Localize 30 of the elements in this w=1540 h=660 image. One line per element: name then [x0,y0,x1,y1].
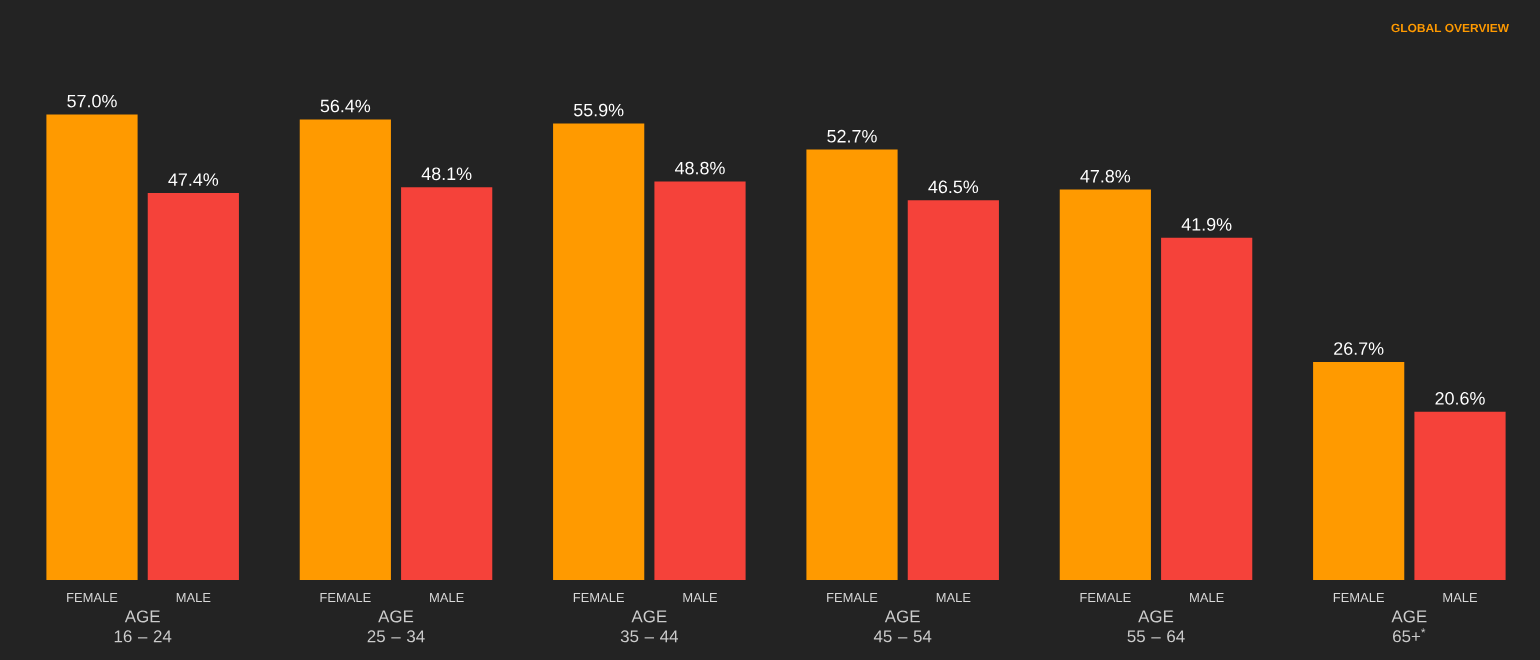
data-label: 56.4% [320,99,371,113]
data-label: 26.7% [1334,342,1384,355]
data-label: 41.9% [1181,218,1232,231]
bar [553,123,645,580]
bar [1161,237,1253,580]
x-tick-label: AGE 55 – 64 [1127,610,1185,643]
data-label: 20.6% [1435,392,1485,405]
data-label: 48.8% [674,161,725,175]
bar [806,149,898,580]
bar [907,200,999,580]
data-label: 47.8% [1080,169,1131,183]
data-label: 52.7% [827,129,877,143]
bar [1059,189,1151,580]
data-label: 55.9% [573,103,624,117]
bar [654,181,746,580]
x-tick-label: AGE 45 – 54 [873,610,932,643]
x-tick-label: AGE 35 – 44 [620,610,679,643]
x-tick-label: AGE 25 – 34 [367,610,425,643]
data-label: 57.0% [67,94,117,108]
bar [147,192,239,580]
bar [1414,411,1506,580]
bar [46,114,138,580]
data-label: 47.4% [168,173,219,186]
data-label: 48.1% [421,167,472,181]
x-tick-label: AGE 65+$^{*}$ [1391,610,1427,643]
x-tick-label: AGE 16 – 24 [114,610,172,643]
bar [299,119,391,580]
data-label: 46.5% [928,180,979,194]
bar [401,187,493,580]
bar [1313,361,1405,580]
